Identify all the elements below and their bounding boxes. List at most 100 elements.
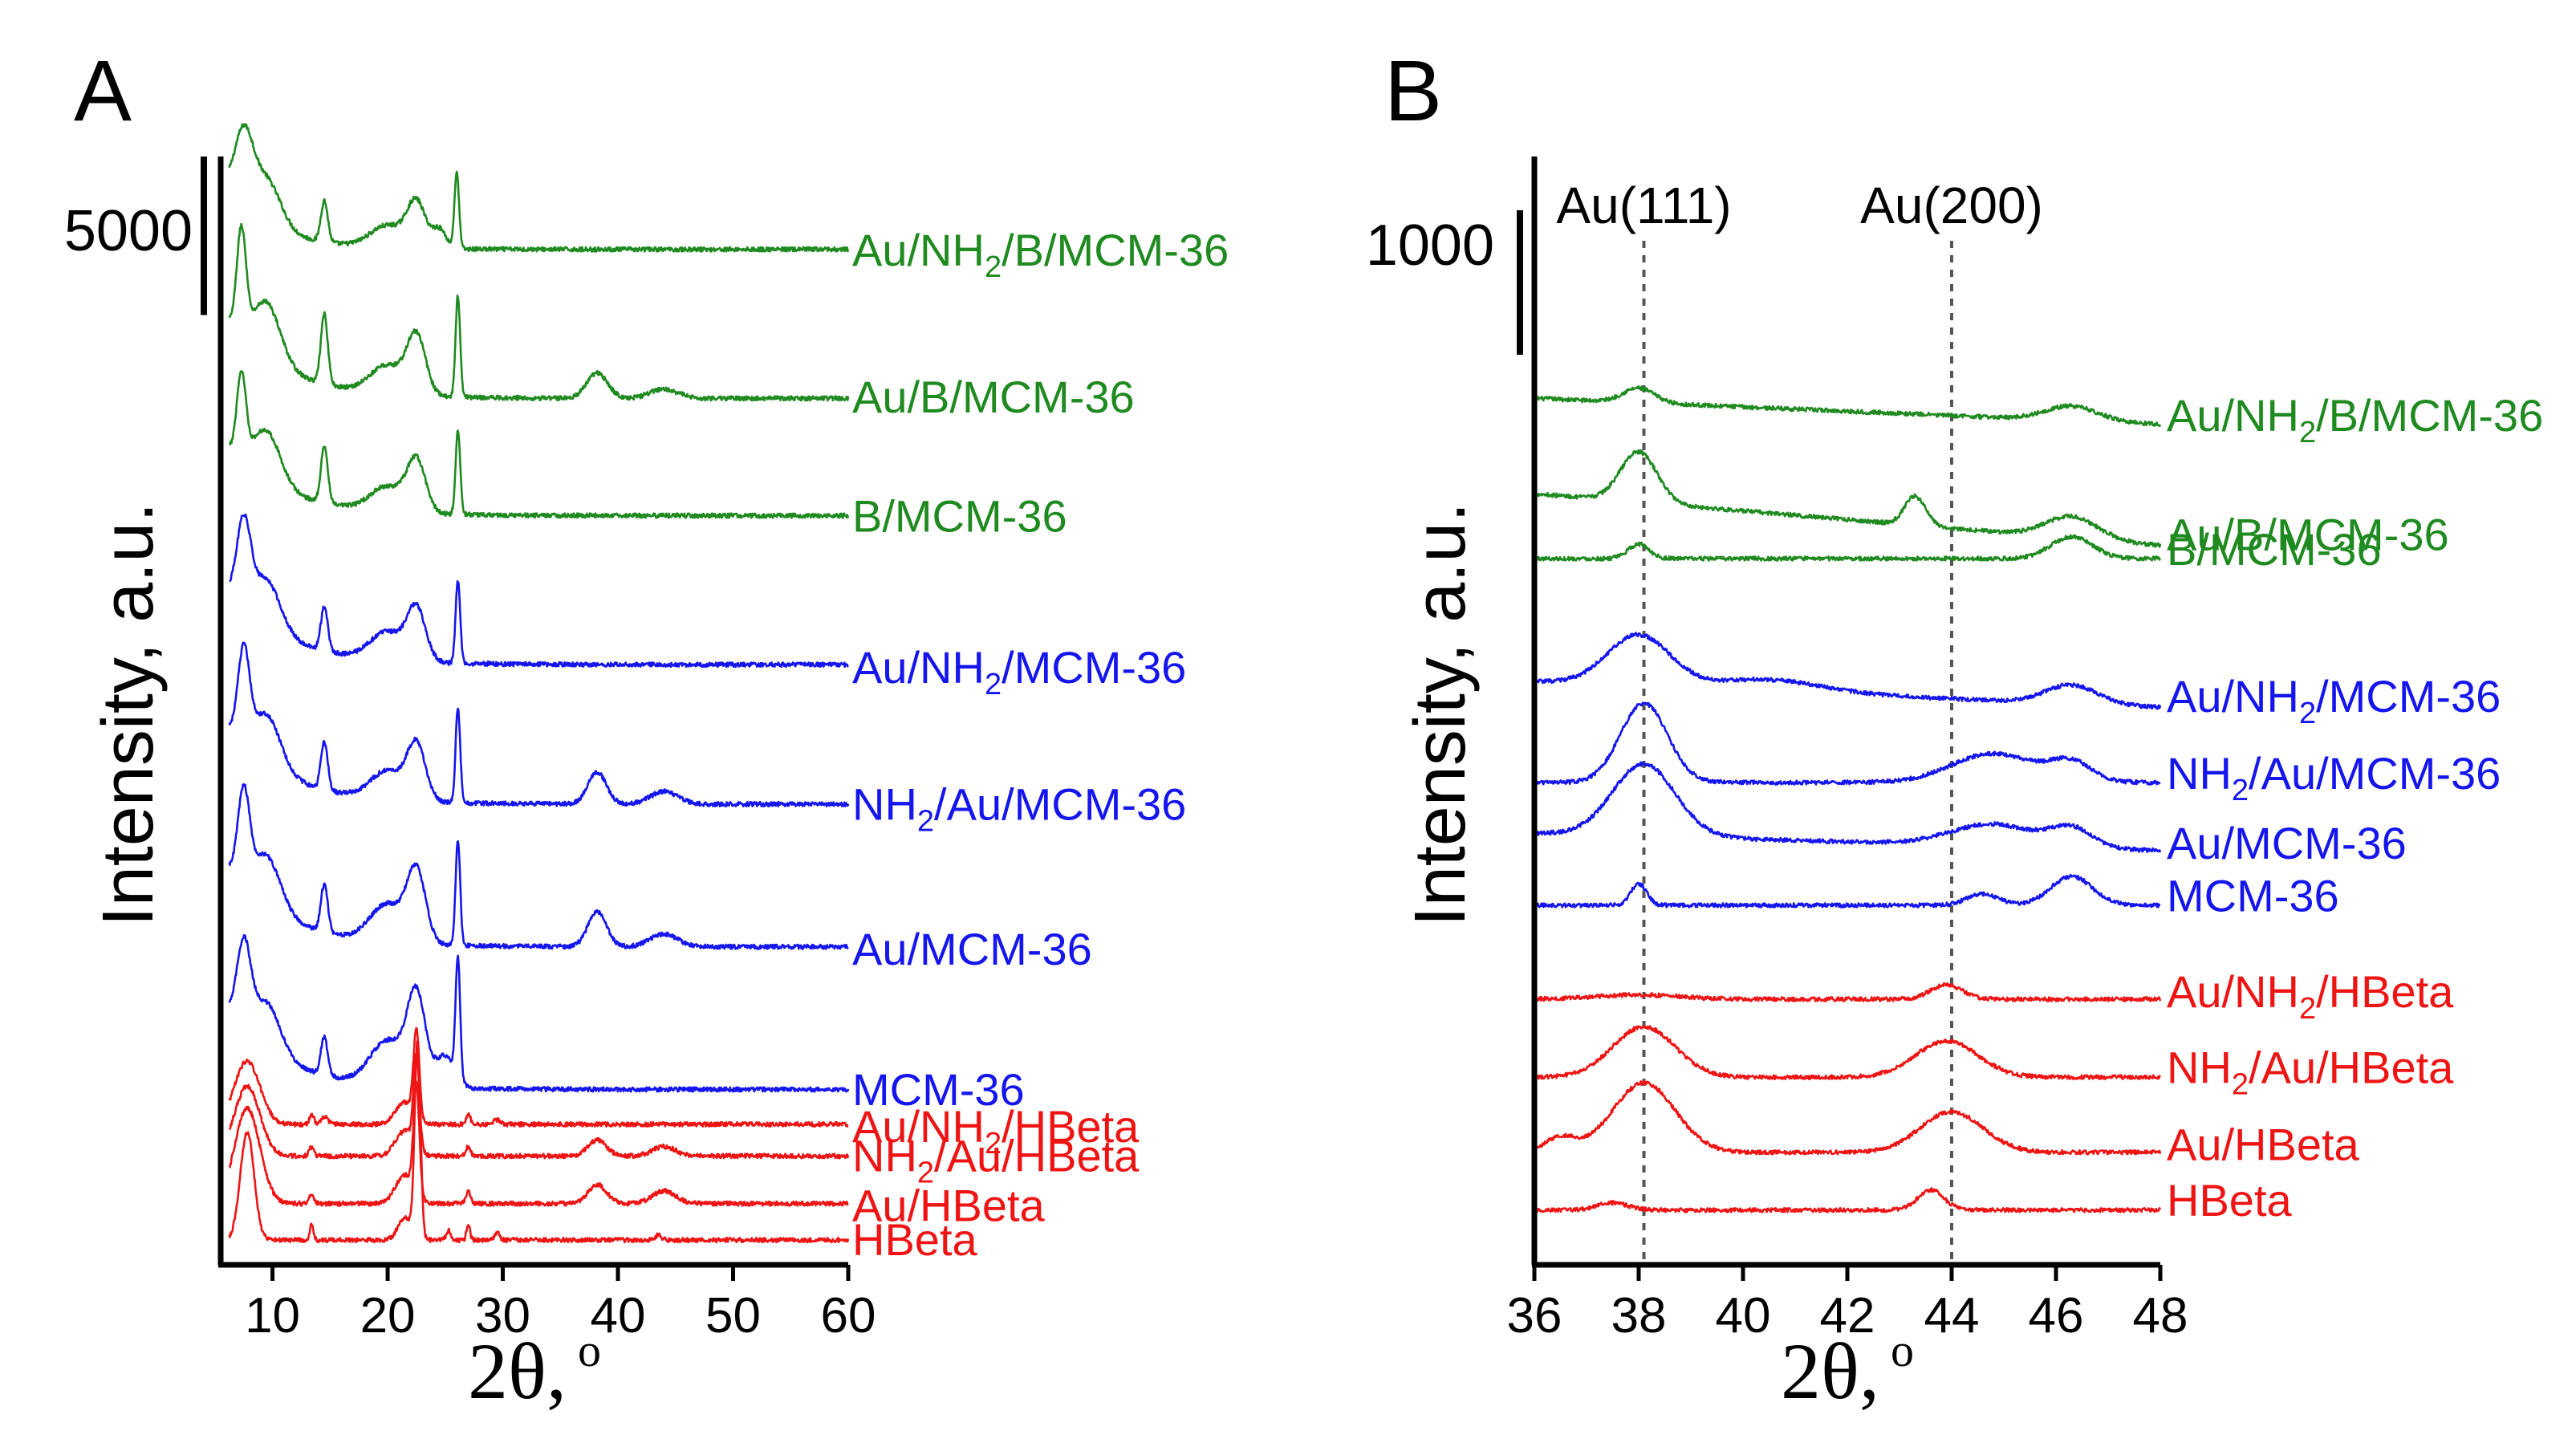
series-line-NH2/Au/HBeta	[1533, 1025, 2161, 1080]
series-label-NH2/Au/HBeta: NH2/Au/HBeta	[2167, 1043, 2454, 1102]
series-label-part: 2	[985, 250, 1002, 284]
series-label-part: /MCM-36	[2316, 671, 2501, 722]
panel-a-series	[228, 123, 850, 1244]
panelB-tick-label-48: 48	[2133, 1288, 2188, 1343]
panelB-tick-label-46: 46	[2029, 1288, 2084, 1343]
panel-a-x-ticks: 10 20 30 40 50 60	[245, 1265, 876, 1343]
series-line-Au/HBeta	[229, 1080, 849, 1207]
panelB-tick-label-44: 44	[1924, 1288, 1980, 1343]
series-line-Au/MCM-36	[1534, 761, 2162, 853]
series-label-part: NH	[2167, 748, 2232, 799]
panel-b-reference-lines: Au(111) Au(200)	[1556, 177, 2043, 1263]
panelA-tick-label-10: 10	[245, 1288, 300, 1343]
series-line-HBeta	[1534, 1187, 2162, 1213]
series-line-Au/NH2/MCM-36	[229, 513, 849, 669]
ref-label-Au(111): Au(111)	[1556, 177, 1731, 234]
series-line-Au/B/MCM-36	[228, 222, 850, 402]
series-line-HBeta	[228, 1039, 850, 1244]
series-label-Au/B/MCM-36: Au/B/MCM-36	[852, 372, 1135, 422]
series-line-Au/HBeta	[1533, 1079, 2162, 1156]
series-label-part: 2	[2232, 774, 2249, 807]
panelB-tick-label-38: 38	[1611, 1288, 1667, 1343]
series-label-Au/MCM-36: Au/MCM-36	[2167, 818, 2407, 868]
series-label-part: B/MCM-36	[2167, 524, 2382, 575]
series-label-part: /B/MCM-36	[2316, 390, 2543, 441]
series-label-Au/HBeta: Au/HBeta	[2167, 1120, 2360, 1170]
series-label-Au/NH2/B/MCM-36: Au/NH2/B/MCM-36	[2167, 390, 2543, 449]
ref-label-Au(200): Au(200)	[1860, 177, 2043, 234]
panel-a-x-axis-label-text: 2θ,	[468, 1327, 567, 1416]
series-label-part: NH	[852, 1131, 917, 1181]
series-label-B/MCM-36: B/MCM-36	[2167, 524, 2382, 575]
series-label-part: HBeta	[852, 1214, 977, 1265]
series-label-part: Au/NH	[852, 1101, 985, 1152]
series-line-Au/NH2/B/MCM-36	[228, 123, 850, 253]
panel-a-x-axis-label-degree: o	[578, 1324, 601, 1376]
panelA-tick-label-40: 40	[591, 1288, 646, 1343]
panelB-tick-label-42: 42	[1820, 1288, 1875, 1343]
series-label-part: /Au/MCM-36	[2249, 748, 2501, 799]
series-line-NH2/Au/HBeta	[228, 1052, 850, 1160]
panel-letter-b: B	[1384, 42, 1442, 139]
series-label-part: /MCM-36	[1002, 642, 1186, 693]
series-line-MCM-36	[228, 933, 850, 1093]
series-line-Au/NH2/B/MCM-36	[1534, 385, 2162, 428]
panel-letter-a: A	[74, 42, 132, 139]
series-label-NH2/Au/HBeta: NH2/Au/HBeta	[852, 1131, 1140, 1190]
series-label-Au/NH2/HBeta: Au/NH2/HBeta	[2167, 966, 2454, 1026]
panel-b-series	[1533, 385, 2162, 1213]
series-label-part: Au/MCM-36	[852, 924, 1092, 974]
panel-b-x-axis-label-text: 2θ,	[1781, 1327, 1879, 1416]
series-label-part: 2	[985, 1127, 1002, 1160]
panel-a-scale-bar-label: 5000	[64, 199, 193, 263]
panel-b-scale-bar-label: 1000	[1366, 213, 1494, 278]
series-label-part: /HBeta	[1002, 1101, 1140, 1152]
panel-a: Au/NH2/B/MCM-36Au/B/MCM-36B/MCM-36Au/NH2…	[64, 123, 1229, 1416]
series-label-part: Au/HBeta	[852, 1180, 1046, 1230]
panel-a-legend-labels: Au/NH2/B/MCM-36Au/B/MCM-36B/MCM-36Au/NH2…	[852, 225, 1229, 1265]
panel-a-x-axis-label: 2θ, o	[468, 1324, 601, 1416]
series-label-Au/MCM-36: Au/MCM-36	[852, 924, 1092, 974]
panelA-tick-label-50: 50	[705, 1288, 761, 1343]
series-label-part: HBeta	[2167, 1175, 2292, 1226]
series-label-part: Au/NH	[852, 642, 985, 693]
series-label-part: Au/B/MCM-36	[2167, 510, 2449, 560]
panelA-tick-label-30: 30	[475, 1288, 530, 1343]
series-label-part: Au/MCM-36	[2167, 818, 2407, 868]
series-label-Au/NH2/HBeta: Au/NH2/HBeta	[852, 1101, 1140, 1160]
series-label-MCM-36: MCM-36	[2167, 871, 2339, 921]
series-label-part: 2	[2232, 1068, 2249, 1102]
panelB-tick-label-40: 40	[1716, 1288, 1771, 1343]
series-label-HBeta: HBeta	[2167, 1175, 2292, 1226]
series-label-part: /B/MCM-36	[1002, 225, 1229, 275]
series-label-part: Au/NH	[2167, 671, 2299, 722]
series-line-NH2/Au/MCM-36	[228, 641, 850, 808]
series-label-part: NH	[852, 779, 917, 830]
series-label-part: 2	[2299, 416, 2316, 449]
series-line-Au/MCM-36	[228, 782, 849, 950]
series-label-part: /Au/MCM-36	[934, 779, 1186, 830]
series-line-MCM-36	[1534, 873, 2161, 908]
series-label-part: /Au/HBeta	[934, 1131, 1140, 1181]
series-label-part: /HBeta	[2316, 966, 2454, 1017]
series-line-Au/NH2/HBeta	[1533, 982, 2162, 1002]
panel-b-y-axis-label: Intensity, a.u.	[1400, 502, 1481, 927]
series-label-NH2/Au/MCM-36: NH2/Au/MCM-36	[852, 779, 1186, 839]
series-label-Au/NH2/B/MCM-36: Au/NH2/B/MCM-36	[852, 225, 1229, 284]
series-line-NH2/Au/MCM-36	[1533, 701, 2161, 786]
series-label-part: MCM-36	[2167, 871, 2339, 921]
panel-b-legend-labels: Au/NH2/B/MCM-36Au/B/MCM-36B/MCM-36Au/NH2…	[2167, 390, 2543, 1226]
panel-a-y-axis-label: Intensity, a.u.	[88, 502, 169, 927]
series-line-Au/NH2/MCM-36	[1533, 632, 2162, 710]
series-label-part: 2	[985, 668, 1002, 701]
panelA-tick-label-20: 20	[360, 1288, 416, 1343]
series-label-part: 2	[917, 805, 934, 839]
panel-b-x-axis-label: 2θ, o	[1781, 1324, 1914, 1416]
panel-b-x-ticks: 36 38 40 42 44 46 48	[1507, 1265, 2188, 1343]
series-label-HBeta: HBeta	[852, 1214, 977, 1265]
series-label-part: 2	[2299, 697, 2316, 730]
panel-b: Au(111) Au(200) Au/NH2/B/MCM-36Au/B/MCM-3…	[1366, 156, 2543, 1416]
series-label-part: 2	[2299, 992, 2316, 1026]
panel-b-x-axis-label-degree: o	[1891, 1324, 1914, 1376]
